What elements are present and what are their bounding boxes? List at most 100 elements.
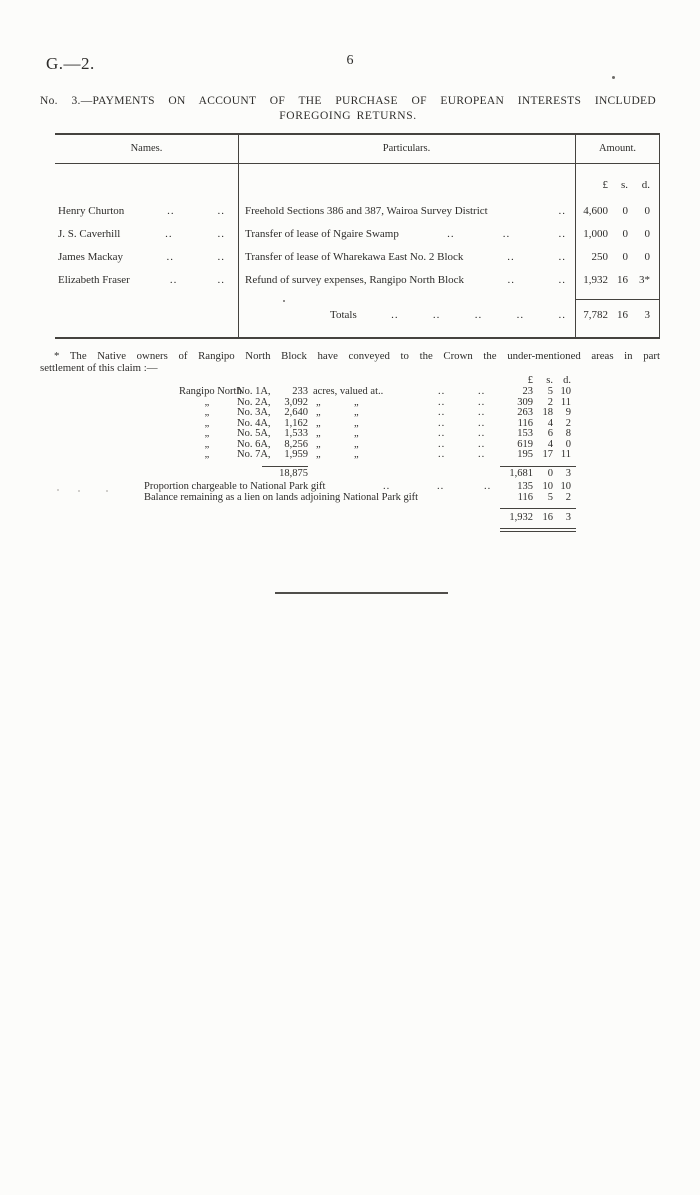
dot-leader: .. xyxy=(474,309,483,321)
table-row: Elizabeth Fraser .. .. Refund of survey … xyxy=(55,273,660,288)
dot-leader: .. xyxy=(438,449,446,460)
amount-pence: 10 xyxy=(560,386,572,397)
pounds-symbol: £ xyxy=(527,375,533,386)
amount-cell: 1,932 16 3* xyxy=(575,273,660,288)
dot-leader: .. xyxy=(438,417,446,429)
dot-leader: .. xyxy=(217,251,225,263)
amount-pounds: 135 xyxy=(517,481,533,492)
amount-shillings: 2 xyxy=(547,396,553,408)
ditto-mark: „ xyxy=(354,396,359,408)
amount-pounds: 1,932 xyxy=(509,512,533,523)
dot-leader: .. xyxy=(507,251,515,263)
name-cell: Elizabeth Fraser .. .. xyxy=(55,273,238,288)
dot-leader: .. xyxy=(478,449,486,460)
footnote-currency-header: £ s. d. xyxy=(40,375,660,387)
amount-pence: 9 xyxy=(565,407,571,418)
table-row: Henry Churton .. .. Freehold Sections 38… xyxy=(55,204,660,219)
totals-cell: Totals .. .. .. .. .. xyxy=(238,308,575,323)
dot-leader: .. xyxy=(391,309,399,321)
balance-label: Balance remaining as a lien on lands adj… xyxy=(144,492,419,503)
payee-name: J. S. Caverhill xyxy=(58,228,121,240)
dot-leader: .. xyxy=(438,386,446,397)
amount-pence: 3 xyxy=(565,468,571,479)
name-cell: J. S. Caverhill .. .. xyxy=(55,227,238,242)
ditto-mark: „ xyxy=(354,449,359,460)
name-cell: James Mackay .. .. xyxy=(55,250,238,265)
table-right-rule xyxy=(659,133,660,338)
dot-leader: .. xyxy=(432,309,441,321)
ditto-mark: „ xyxy=(354,407,359,418)
footnote-proportion-row: Proportion chargeable to National Park g… xyxy=(40,481,660,493)
pence-abbr: d. xyxy=(563,375,571,386)
amount-pounds: 1,000 xyxy=(583,228,608,240)
dot-leader: .. xyxy=(478,438,486,450)
amount-pence: 2 xyxy=(565,417,571,429)
amount-shillings: 10 xyxy=(542,481,554,492)
acres-total: 18,875 xyxy=(279,468,308,479)
report-title-line2: FOREGOING RETURNS. xyxy=(279,110,417,122)
ditto-mark: „ xyxy=(204,417,210,429)
dot-leader: .. xyxy=(165,228,173,240)
amount-pence: 0 xyxy=(565,438,571,450)
footnote-row: „ No. 5A, 1,533 „ „ .. .. 153 6 8 xyxy=(40,428,660,440)
totals-label: Totals xyxy=(330,309,357,321)
amount-pounds: 116 xyxy=(517,417,533,429)
dot-leader: .. xyxy=(217,205,225,217)
scan-artifact xyxy=(78,490,80,492)
dot-leader: .. xyxy=(558,274,566,286)
closing-double-rule xyxy=(500,528,576,529)
document-reference: G.—2. xyxy=(46,54,95,73)
payments-table: Names. Particulars. Amount. £ s. d. Henr… xyxy=(55,133,660,340)
dot-leader: .. xyxy=(558,205,566,217)
table-top-rule xyxy=(55,133,660,135)
shillings-abbr: s. xyxy=(546,375,553,386)
amount-shillings: 16 xyxy=(542,512,554,523)
dot-leader: .. xyxy=(167,205,175,217)
footnote-row: „ No. 4A, 1,162 „ „ .. .. 116 4 2 xyxy=(40,417,660,430)
report-title: No. 3.—PAYMENTS ON ACCOUNT OF THE PURCHA… xyxy=(40,94,656,124)
dot-leader: .. xyxy=(478,386,486,397)
amount-pence: 11 xyxy=(560,396,571,408)
footnote-text-line1: * The Native owners of Rangipo North Blo… xyxy=(54,350,660,362)
ditto-mark: „ xyxy=(316,396,321,408)
footnote-row: Rangipo North No. 1A, 233 acres, valued … xyxy=(40,386,660,398)
acreage: 8,256 xyxy=(284,438,308,450)
amount-shillings: 0 xyxy=(622,205,629,217)
amount-shillings: 18 xyxy=(542,407,554,418)
proportion-label: Proportion chargeable to National Park g… xyxy=(144,481,326,492)
shillings-abbr: s. xyxy=(620,179,628,191)
ditto-mark: „ xyxy=(204,428,210,439)
footnote-row: „ No. 6A, 8,256 „ „ .. .. 619 4 0 xyxy=(40,438,660,451)
dot-leader: .. xyxy=(447,228,455,240)
particulars-cell: Transfer of lease of Wharekawa East No. … xyxy=(238,250,575,265)
amount-shillings: 6 xyxy=(547,428,553,439)
amount-cell: 4,600 0 0 xyxy=(575,204,660,219)
scan-artifact xyxy=(57,489,59,491)
footnote-row: „ No. 3A, 2,640 „ „ .. .. 263 18 9 xyxy=(40,407,660,419)
ditto-mark: „ xyxy=(316,417,321,429)
ditto-mark: „ xyxy=(354,417,359,429)
column-header-particulars: Particulars. xyxy=(382,143,431,154)
column-header-names: Names. xyxy=(130,143,163,154)
acreage: 233 xyxy=(292,386,308,397)
acreage: 1,533 xyxy=(284,428,308,439)
amount-pounds: 153 xyxy=(517,428,533,439)
footnote-grand-total-row: 1,932 16 3 xyxy=(40,512,660,524)
amount-pounds: 195 xyxy=(517,449,533,460)
block-label: Rangipo North xyxy=(179,386,242,397)
acreage: 1,162 xyxy=(284,417,308,429)
dot-leader: .. xyxy=(438,428,446,439)
dot-leader: .. xyxy=(478,428,486,439)
ditto-mark: „ xyxy=(316,449,321,460)
dot-leader: .. xyxy=(166,251,175,263)
dot-leader: .. xyxy=(437,481,445,492)
dot-leader: .. xyxy=(558,309,566,321)
ditto-mark: „ xyxy=(204,449,210,460)
dot-leader: .. xyxy=(507,274,516,286)
unit-label: acres, valued at.. xyxy=(313,386,384,397)
name-cell-empty xyxy=(55,308,238,323)
amount-pounds: 309 xyxy=(517,396,533,408)
ditto-mark: „ xyxy=(354,438,359,450)
footnote-text-line2: settlement of this claim :— xyxy=(40,361,158,374)
